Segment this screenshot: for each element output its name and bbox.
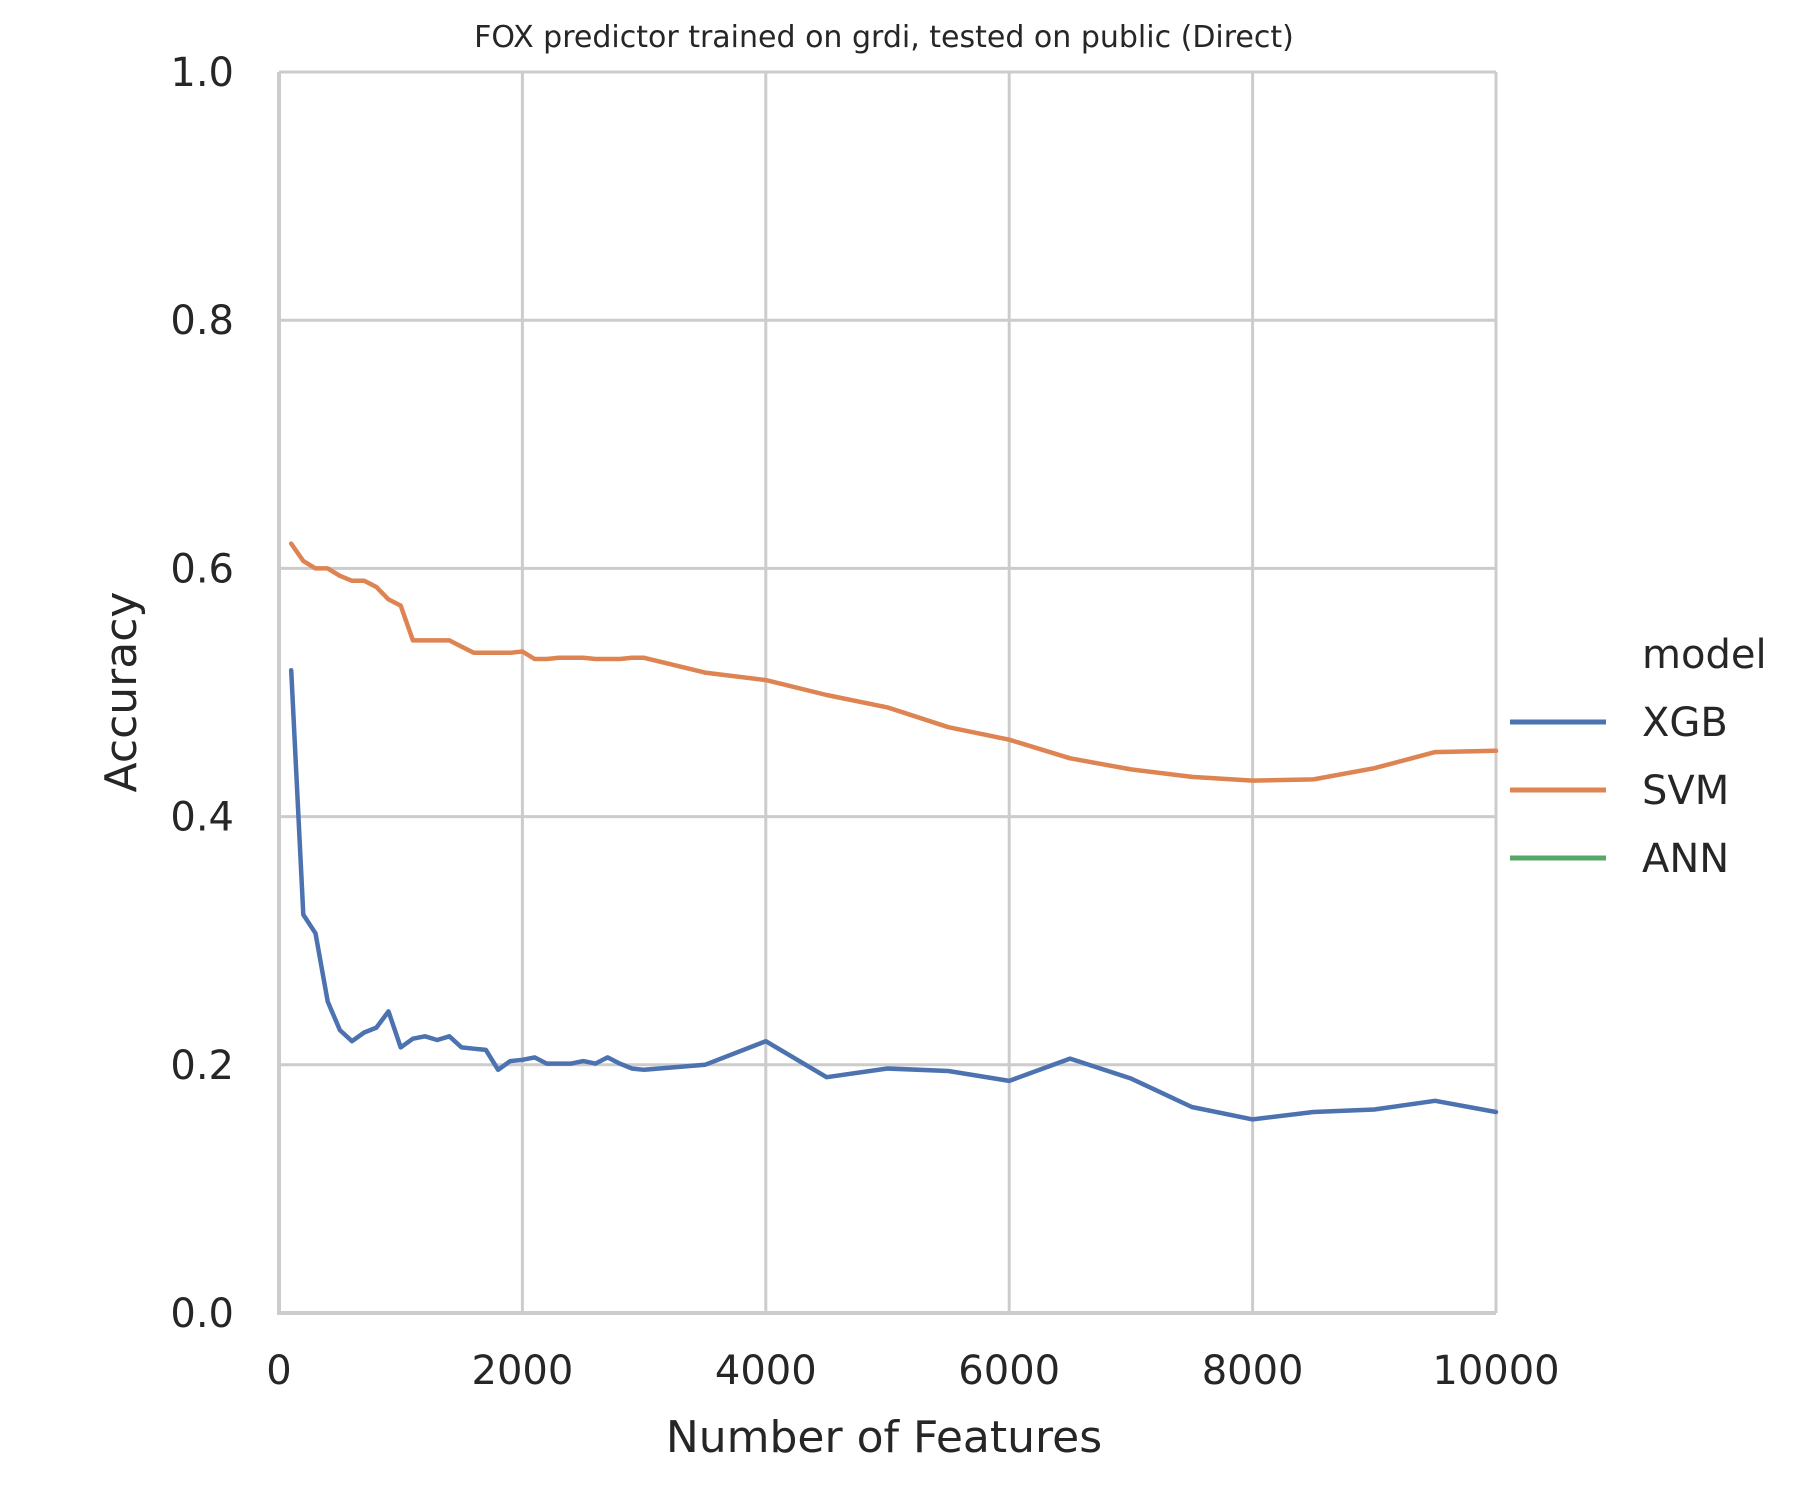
chart-title: FOX predictor trained on grdi, tested on… xyxy=(474,20,1294,55)
x-tick-label-2: 4000 xyxy=(715,1348,817,1394)
x-tick-labels: 0 2000 4000 6000 8000 10000 xyxy=(266,1348,1559,1394)
legend-label-xgb: XGB xyxy=(1642,700,1728,746)
y-gridlines xyxy=(279,70,1496,1315)
x-tick-label-0: 0 xyxy=(266,1348,291,1394)
x-tick-label-4: 8000 xyxy=(1202,1348,1304,1394)
legend: model XGB SVM ANN xyxy=(1510,632,1767,882)
x-gridlines xyxy=(277,72,1498,1313)
y-axis-title: Accuracy xyxy=(96,592,147,793)
x-tick-label-1: 2000 xyxy=(472,1348,574,1394)
y-tick-label-4: 0.8 xyxy=(170,298,234,344)
y-tick-label-5: 1.0 xyxy=(170,50,234,96)
y-tick-label-1: 0.2 xyxy=(170,1043,234,1089)
x-axis-title: Number of Features xyxy=(666,1412,1102,1463)
series-lines xyxy=(288,541,1499,1122)
legend-entries: XGB SVM ANN xyxy=(1510,700,1729,882)
series-line-svm xyxy=(288,541,1499,783)
legend-label-svm: SVM xyxy=(1642,768,1729,814)
y-tick-labels: 0.0 0.2 0.4 0.6 0.8 1.0 xyxy=(170,50,234,1337)
y-tick-label-0: 0.0 xyxy=(170,1291,234,1337)
y-tick-label-2: 0.4 xyxy=(170,795,234,841)
legend-label-ann: ANN xyxy=(1642,836,1729,882)
y-tick-label-3: 0.6 xyxy=(170,546,234,592)
series-line-xgb xyxy=(288,667,1499,1122)
legend-title: model xyxy=(1642,632,1767,678)
x-tick-label-3: 6000 xyxy=(958,1348,1060,1394)
x-tick-label-5: 10000 xyxy=(1432,1348,1559,1394)
